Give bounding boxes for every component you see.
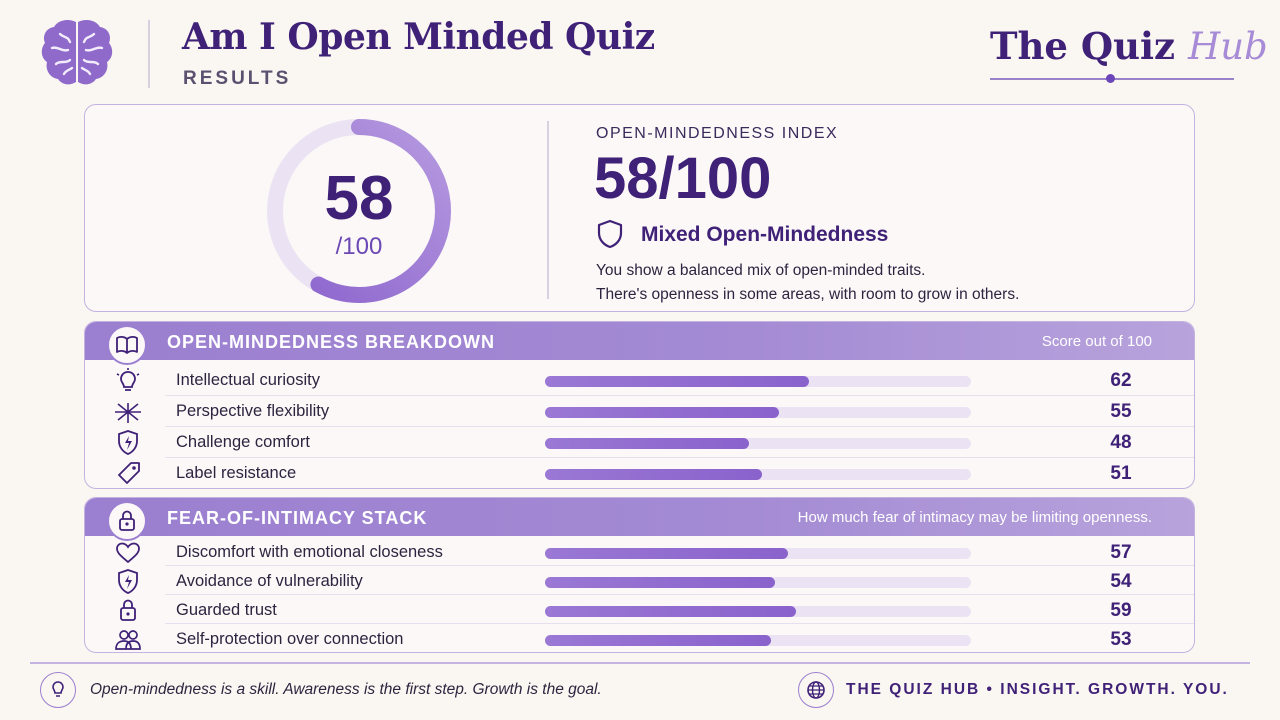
arrows-icon [115, 403, 141, 423]
lightbulb-icon [116, 368, 140, 391]
brand-logo[interactable]: The Quiz Hub [990, 24, 1268, 94]
brain-icon [41, 19, 113, 85]
intimacy-header: FEAR-OF-INTIMACY STACK How much fear of … [85, 498, 1194, 536]
breakdown-row: Intellectual curiosity 62 [85, 365, 1194, 396]
header: Am I Open Minded Quiz RESULTS The Quiz H… [0, 0, 1280, 100]
row-label: Avoidance of vulnerability [176, 572, 363, 590]
score-value: 58 [324, 164, 394, 233]
result-level: Mixed Open-Mindedness [641, 223, 889, 246]
intimacy-row: Avoidance of vulnerability 54 [85, 566, 1194, 595]
index-label: OPEN-MINDEDNESS INDEX [596, 125, 839, 142]
footer-divider [30, 662, 1250, 664]
score-out-of: /100 [335, 233, 383, 260]
row-label: Perspective flexibility [176, 402, 330, 420]
bar-fill [545, 469, 763, 480]
heart-icon [116, 542, 140, 564]
shield-bolt-icon [118, 430, 138, 455]
row-divider [165, 457, 1194, 458]
row-score: 53 [1110, 629, 1132, 650]
globe-icon [798, 672, 834, 708]
row-score: 48 [1110, 432, 1132, 453]
bar-track [545, 376, 971, 387]
page-title: Am I Open Minded Quiz [182, 16, 655, 58]
intimacy-note: How much fear of intimacy may be limitin… [797, 509, 1152, 526]
bar-fill [545, 577, 776, 588]
index-value: 58/100 [594, 146, 772, 211]
row-divider [165, 395, 1194, 396]
logo-main-text: The Quiz [990, 24, 1176, 68]
book-icon [107, 325, 147, 365]
row-label: Challenge comfort [176, 433, 310, 451]
row-label: Label resistance [176, 464, 297, 482]
row-label: Guarded trust [176, 601, 277, 619]
bar-track [545, 606, 971, 617]
row-score: 57 [1110, 542, 1132, 563]
score-gauge-arc [267, 119, 451, 303]
footer-tagline: Open-mindedness is a skill. Awareness is… [90, 681, 602, 698]
row-label: Intellectual curiosity [176, 371, 320, 389]
bar-track [545, 438, 971, 449]
row-divider [165, 565, 1194, 566]
header-divider [148, 20, 150, 88]
description-line-1: You show a balanced mix of open-minded t… [596, 262, 926, 279]
intimacy-row: Discomfort with emotional closeness 57 [85, 537, 1194, 566]
row-score: 62 [1110, 370, 1132, 391]
bar-fill [545, 376, 810, 387]
bar-track [545, 548, 971, 559]
card-divider [547, 121, 549, 299]
logo-accent-text: Hub [1187, 25, 1268, 68]
bar-fill [545, 438, 750, 449]
bar-fill [545, 407, 780, 418]
score-card: 58 /100 OPEN-MINDEDNESS INDEX 58/100 Mix… [84, 104, 1195, 312]
row-label: Self-protection over connection [176, 630, 404, 648]
description-line-2: There's openness in some areas, with roo… [596, 286, 1020, 303]
people-icon [115, 630, 141, 650]
row-label: Discomfort with emotional closeness [176, 543, 443, 561]
lock-icon [120, 599, 136, 621]
intimacy-section: FEAR-OF-INTIMACY STACK How much fear of … [84, 497, 1195, 653]
breakdown-section: OPEN-MINDEDNESS BREAKDOWN Score out of 1… [84, 321, 1195, 489]
score-gauge [267, 119, 451, 303]
shield-icon [597, 219, 623, 249]
page-subtitle: RESULTS [183, 68, 292, 89]
breakdown-title: OPEN-MINDEDNESS BREAKDOWN [167, 332, 496, 352]
intimacy-title: FEAR-OF-INTIMACY STACK [167, 508, 428, 528]
lock-icon [107, 501, 147, 541]
bar-fill [545, 548, 788, 559]
result-description: You show a balanced mix of open-minded t… [596, 259, 1019, 307]
lightbulb-icon [40, 672, 76, 708]
footer-brand: THE QUIZ HUB • INSIGHT. GROWTH. YOU. [846, 681, 1229, 698]
intimacy-row: Guarded trust 59 [85, 595, 1194, 624]
tag-icon [118, 462, 140, 484]
row-score: 51 [1110, 463, 1132, 484]
logo-dot [1106, 74, 1115, 83]
shield-bolt-icon [118, 569, 138, 594]
bar-track [545, 635, 971, 646]
row-divider [165, 623, 1194, 624]
row-score: 59 [1110, 600, 1132, 621]
breakdown-row: Challenge comfort 48 [85, 427, 1194, 458]
bar-track [545, 407, 971, 418]
breakdown-row: Label resistance 51 [85, 458, 1194, 488]
bar-track [545, 469, 971, 480]
breakdown-note: Score out of 100 [1041, 333, 1152, 350]
row-divider [165, 426, 1194, 427]
breakdown-row: Perspective flexibility 55 [85, 396, 1194, 427]
bar-fill [545, 635, 771, 646]
bar-track [545, 577, 971, 588]
bar-fill [545, 606, 797, 617]
row-score: 54 [1110, 571, 1132, 592]
row-divider [165, 594, 1194, 595]
intimacy-row: Self-protection over connection 53 [85, 624, 1194, 652]
breakdown-header: OPEN-MINDEDNESS BREAKDOWN Score out of 1… [85, 322, 1194, 360]
row-score: 55 [1110, 401, 1132, 422]
